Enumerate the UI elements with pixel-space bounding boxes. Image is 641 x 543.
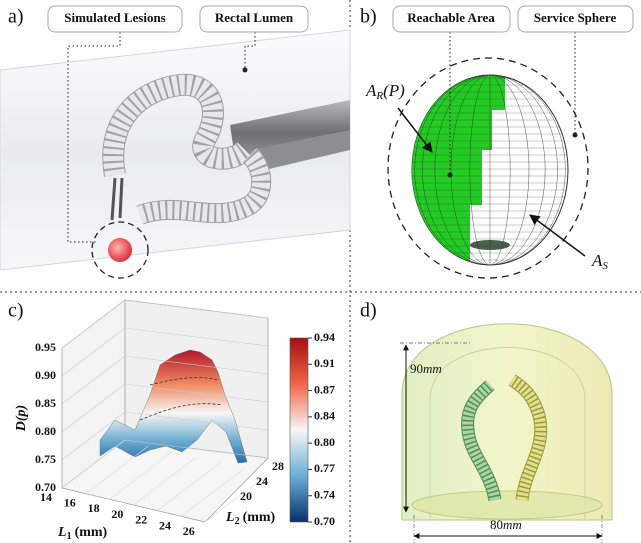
- z-tick-label: 0.85: [35, 396, 56, 410]
- callout: Rectal Lumen: [215, 10, 294, 25]
- y-tick-label: 24: [256, 474, 268, 488]
- panel-a: a) Simulated Lesions Rectal Lumen: [0, 6, 350, 278]
- panel-label: b): [360, 6, 377, 28]
- x-axis-label: L1(mm): [57, 525, 108, 542]
- pole: [470, 240, 510, 250]
- z-axis-label: D(p): [14, 405, 29, 432]
- z-tick-label: 0.95: [35, 340, 56, 354]
- x-tick-label: 22: [135, 513, 147, 527]
- leader-dot: [448, 173, 453, 178]
- y-tick-label: 20: [240, 489, 252, 503]
- dimension: 90mm: [410, 361, 442, 376]
- colorbar-tick-label: 0.80: [314, 435, 335, 449]
- symbol: AS: [591, 251, 608, 272]
- x-tick-label: 18: [88, 501, 100, 515]
- colorbar-tick-label: 0.84: [314, 409, 335, 423]
- lesion: [108, 238, 132, 262]
- z-tick-label: 0.75: [35, 452, 56, 466]
- x-tick-label: 20: [111, 507, 123, 521]
- z-tick-label: 0.90: [35, 368, 56, 382]
- base: [412, 491, 602, 519]
- colorbar-tick-label: 0.74: [314, 487, 335, 501]
- y-tick-label: 28: [272, 459, 284, 473]
- colorbar: [290, 338, 308, 522]
- x-tick-label: 26: [183, 524, 195, 538]
- leader-dot: [573, 133, 578, 138]
- callout: Reachable Area: [407, 10, 495, 25]
- colorbar-tick-label: 0.70: [314, 514, 335, 528]
- panel-label: a): [8, 6, 24, 28]
- panel-label: d): [360, 300, 377, 322]
- x-tick-label: 24: [159, 518, 171, 532]
- callout: Service Sphere: [534, 10, 617, 25]
- panel-label: c): [8, 300, 24, 322]
- panel-b: b) Reachable Area Service Sphere AR(P) A…: [360, 6, 633, 278]
- panel-d: d) 90mm 80mm: [360, 300, 612, 543]
- callout: Simulated Lesions: [64, 10, 166, 25]
- panel-c: c) D(p) L1(mm) L2(mm) 0.95 0.90 0.85 0.80 0.…: [8, 300, 335, 543]
- colorbar-tick-label: 0.91: [314, 356, 335, 370]
- figure: a) Simulated Lesions Rectal Lumen b) Rea…: [0, 0, 641, 543]
- x-tick-label: 16: [64, 495, 76, 509]
- leader-dot: [243, 68, 248, 73]
- dimension: 80mm: [490, 517, 522, 532]
- colorbar-tick-label: 0.87: [314, 382, 335, 396]
- colorbar-tick-label: 0.77: [314, 461, 335, 475]
- z-tick-label: 0.80: [35, 424, 56, 438]
- x-tick-label: 14: [40, 490, 52, 504]
- colorbar-tick-label: 0.94: [314, 330, 335, 344]
- symbol: AR(P): [365, 81, 405, 102]
- y-axis-label: L2(mm): [225, 510, 276, 527]
